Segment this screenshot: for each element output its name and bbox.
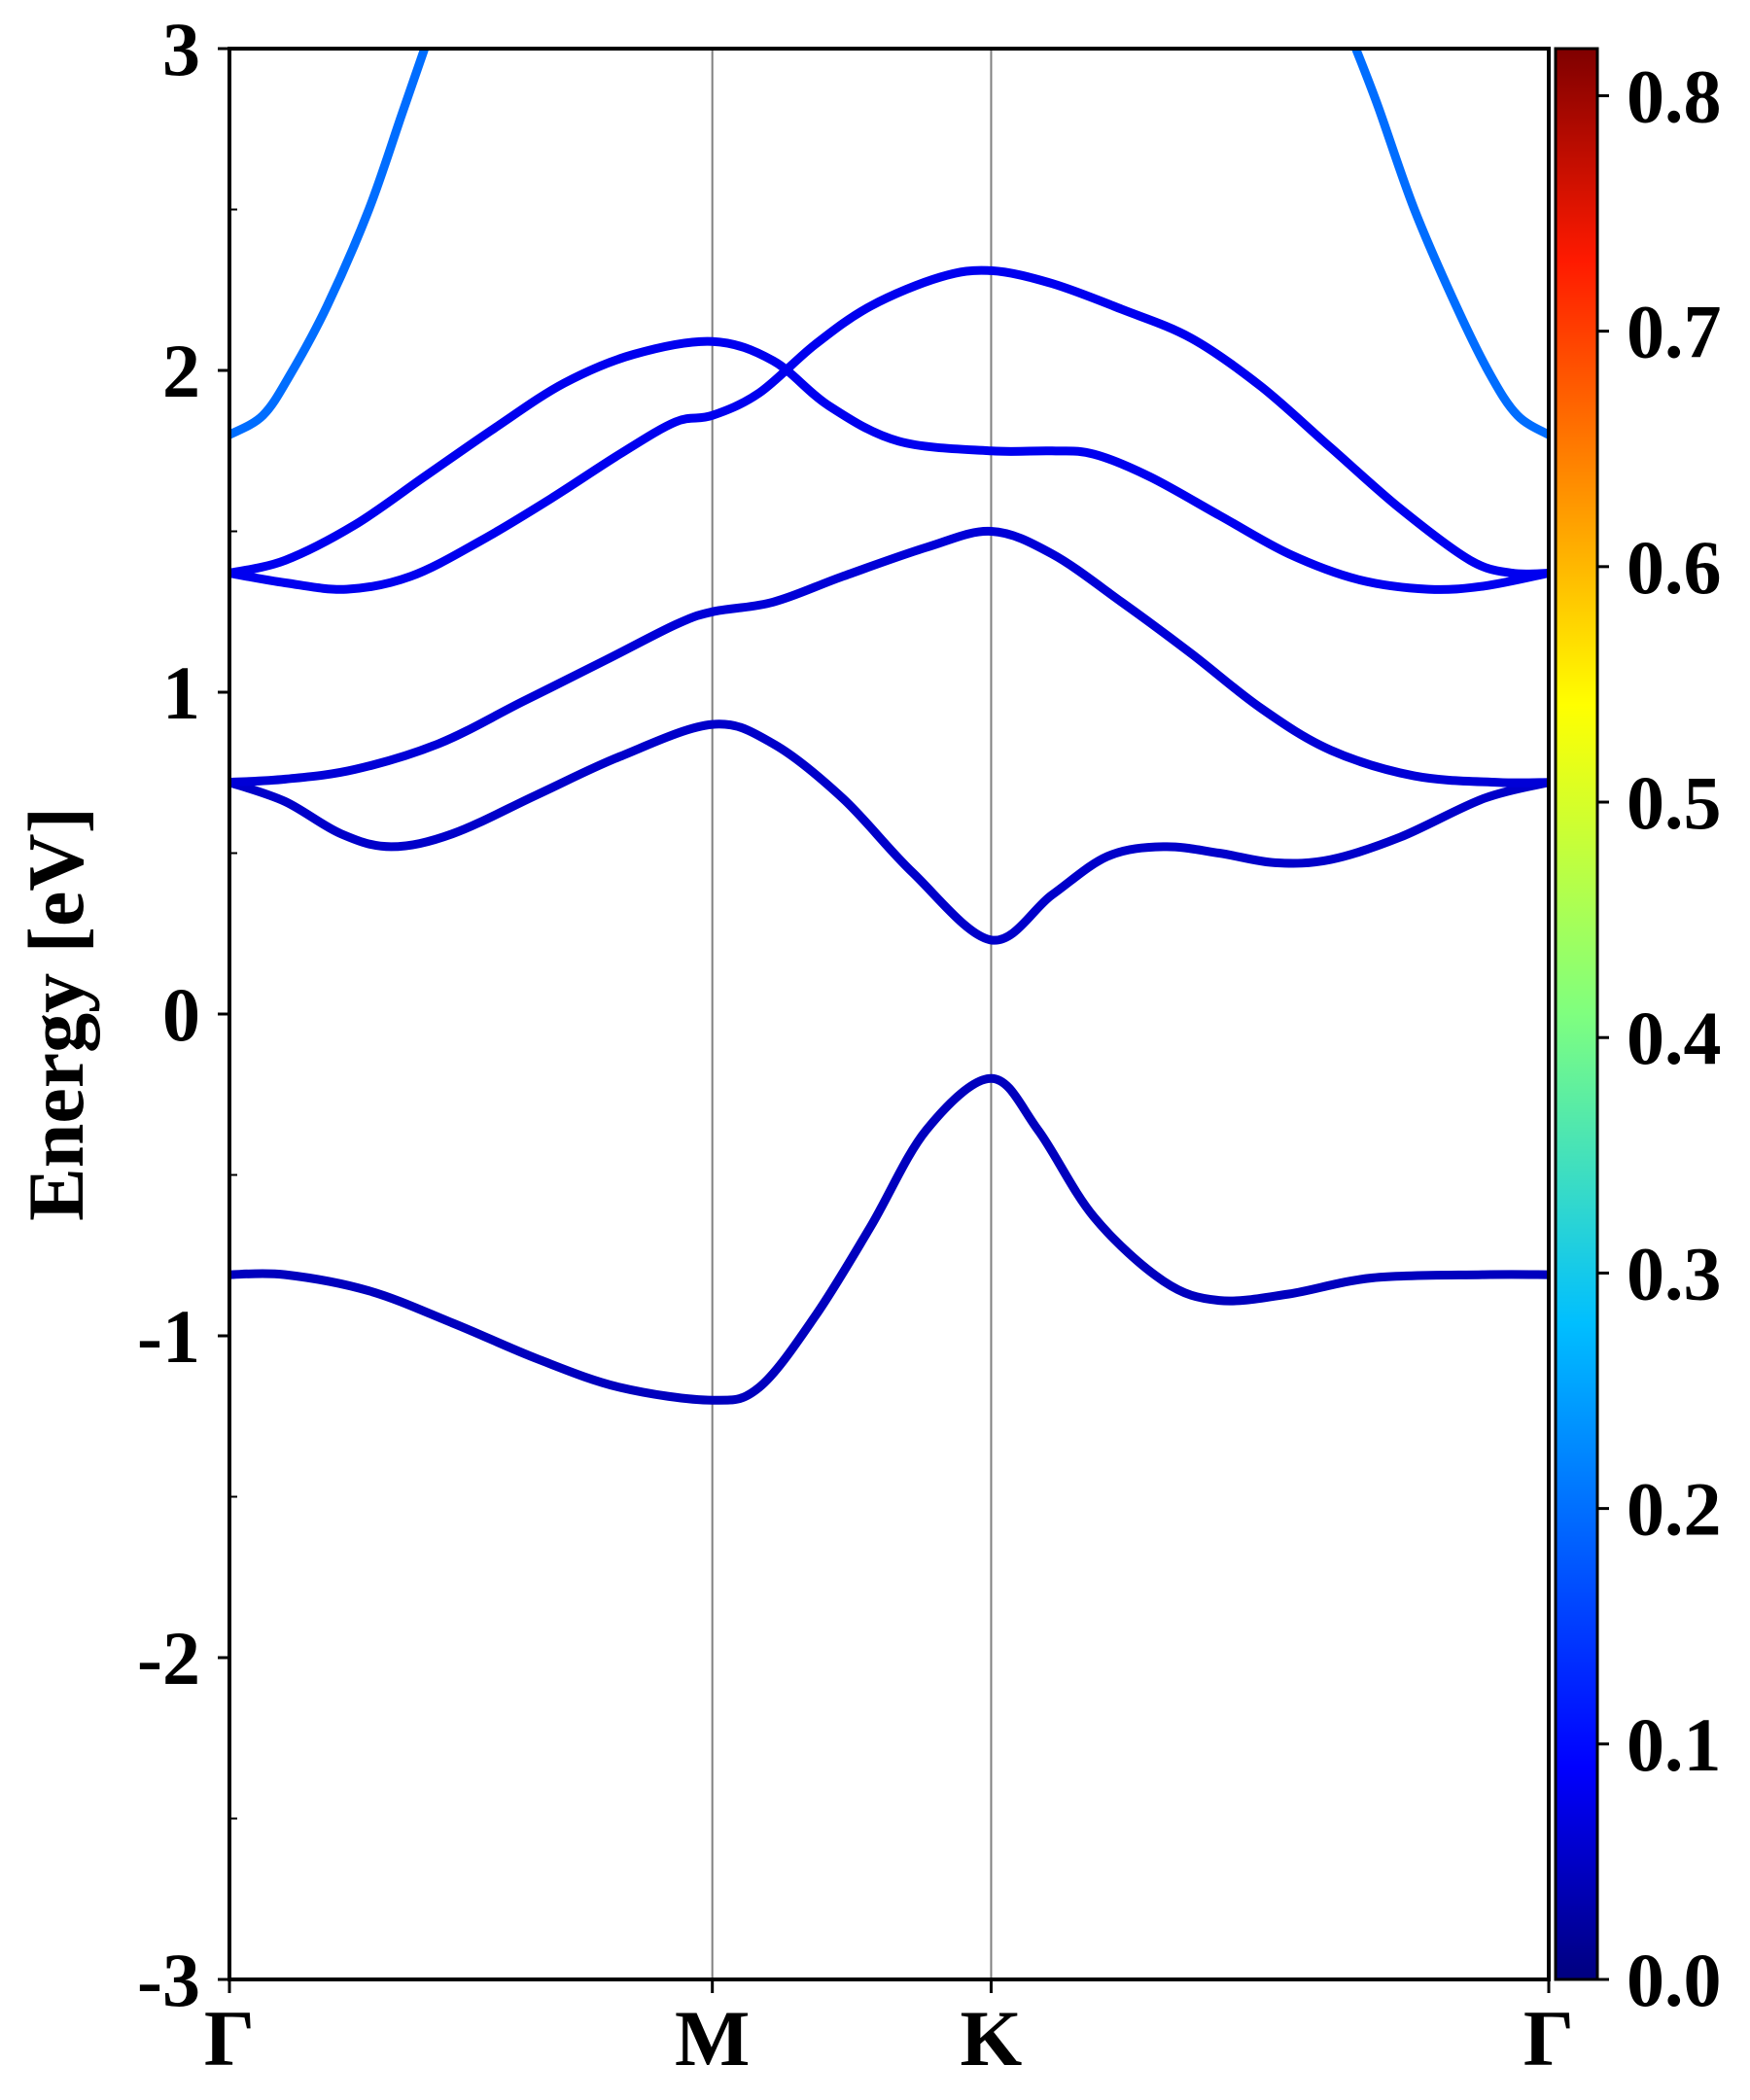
x-tick-label: Γ (1523, 1994, 1574, 2082)
x-tick-label: M (675, 1994, 750, 2082)
y-tick-label: 0 (162, 972, 200, 1057)
band-line-1 (229, 1073, 1549, 1405)
y-tick-label: 1 (162, 650, 200, 735)
band-line-5 (229, 336, 1549, 594)
colorbar: 0.0 0.1 0.2 0.3 0.4 0.5 0.6 0.7 0.8 (1554, 47, 1722, 2022)
y-tick-label: 3 (162, 7, 200, 91)
y-tick-label: 2 (162, 329, 200, 413)
colorbar-ticks: 0.0 0.1 0.2 0.3 0.4 0.5 0.6 0.7 0.8 (1597, 53, 1722, 2022)
y-tick-label: -3 (137, 1938, 200, 2022)
band-line-7 (1351, 49, 1549, 439)
colorbar-tick-label: 0.3 (1627, 1231, 1722, 1315)
colorbar-gradient (1554, 47, 1599, 1981)
y-tick-label: -2 (137, 1616, 200, 1700)
band-line-2 (229, 719, 1549, 945)
colorbar-tick-label: 0.0 (1627, 1938, 1722, 2022)
band-lines (229, 49, 1549, 1405)
band-line-3 (229, 526, 1549, 788)
plot-frame (228, 47, 1551, 1981)
y-axis-ticks: 3 2 1 0 -1 -2 -3 (137, 7, 237, 2022)
colorbar-tick-label: 0.8 (1627, 53, 1722, 138)
x-tick-label: K (961, 1994, 1023, 2082)
band-line-6 (229, 49, 430, 439)
x-tick-label: Γ (204, 1994, 255, 2082)
colorbar-tick-label: 0.4 (1627, 996, 1722, 1080)
colorbar-tick-label: 0.7 (1627, 290, 1722, 374)
band-line-4 (229, 265, 1549, 594)
y-axis-label: Energy [eV] (12, 807, 100, 1221)
plot-area: 3 2 1 0 -1 -2 -3 Γ M K Γ (137, 7, 1574, 2082)
colorbar-tick-label: 0.5 (1627, 760, 1722, 845)
colorbar-tick-label: 0.6 (1627, 525, 1722, 610)
colorbar-tick-label: 0.2 (1627, 1467, 1722, 1552)
y-tick-label: -1 (137, 1294, 200, 1379)
high-symmetry-lines (711, 49, 993, 1979)
colorbar-tick-label: 0.1 (1627, 1702, 1722, 1787)
